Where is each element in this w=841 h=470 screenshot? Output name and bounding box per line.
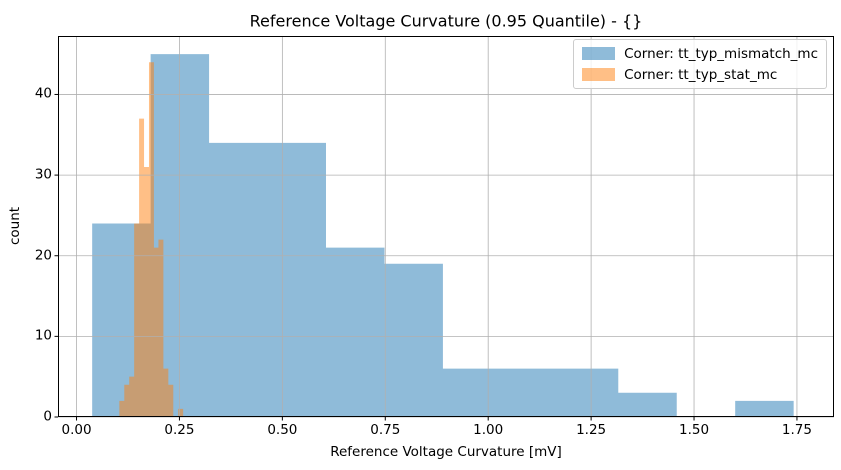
- legend-swatch-icon: [582, 68, 616, 81]
- x-tick-label: 0.00: [61, 422, 92, 438]
- x-tick-label: 1.50: [679, 422, 710, 438]
- legend-label-mismatch-mc: Corner: tt_typ_mismatch_mc: [624, 45, 818, 62]
- y-axis-label: count: [7, 206, 23, 246]
- legend-swatch-icon: [582, 47, 616, 60]
- axes-frame: [58, 36, 834, 417]
- x-tick-label: 1.00: [473, 422, 504, 438]
- y-tick-label: 0: [43, 408, 52, 425]
- x-tick-label: 1.75: [781, 422, 812, 438]
- histogram-series: [92, 54, 794, 418]
- gridlines: [58, 36, 834, 418]
- x-tick-label: 1.25: [576, 422, 607, 438]
- y-tick-label: 20: [34, 246, 52, 263]
- chart-title: Reference Voltage Curvature (0.95 Quanti…: [249, 11, 643, 31]
- histogram-bars: [119, 62, 184, 417]
- tick-marks: [54, 93, 798, 421]
- histogram-canvas: [54, 36, 834, 421]
- x-tick-label: 0.75: [370, 422, 401, 438]
- legend: Corner: tt_typ_mismatch_mc Corner: tt_ty…: [573, 39, 827, 89]
- y-tick-label: 30: [34, 166, 52, 183]
- legend-entry-mismatch-mc: Corner: tt_typ_mismatch_mc: [582, 45, 818, 62]
- y-tick-label: 40: [34, 85, 52, 102]
- x-tick-label: 0.25: [164, 422, 195, 438]
- legend-entry-stat-mc: Corner: tt_typ_stat_mc: [582, 66, 818, 83]
- x-tick-label: 0.50: [267, 422, 298, 438]
- plot-area: Corner: tt_typ_mismatch_mc Corner: tt_ty…: [54, 36, 834, 421]
- y-tick-label: 10: [34, 327, 52, 344]
- legend-label-stat-mc: Corner: tt_typ_stat_mc: [624, 66, 778, 83]
- x-axis-label: Reference Voltage Curvature [mV]: [330, 444, 562, 460]
- histogram-bars: [92, 54, 794, 418]
